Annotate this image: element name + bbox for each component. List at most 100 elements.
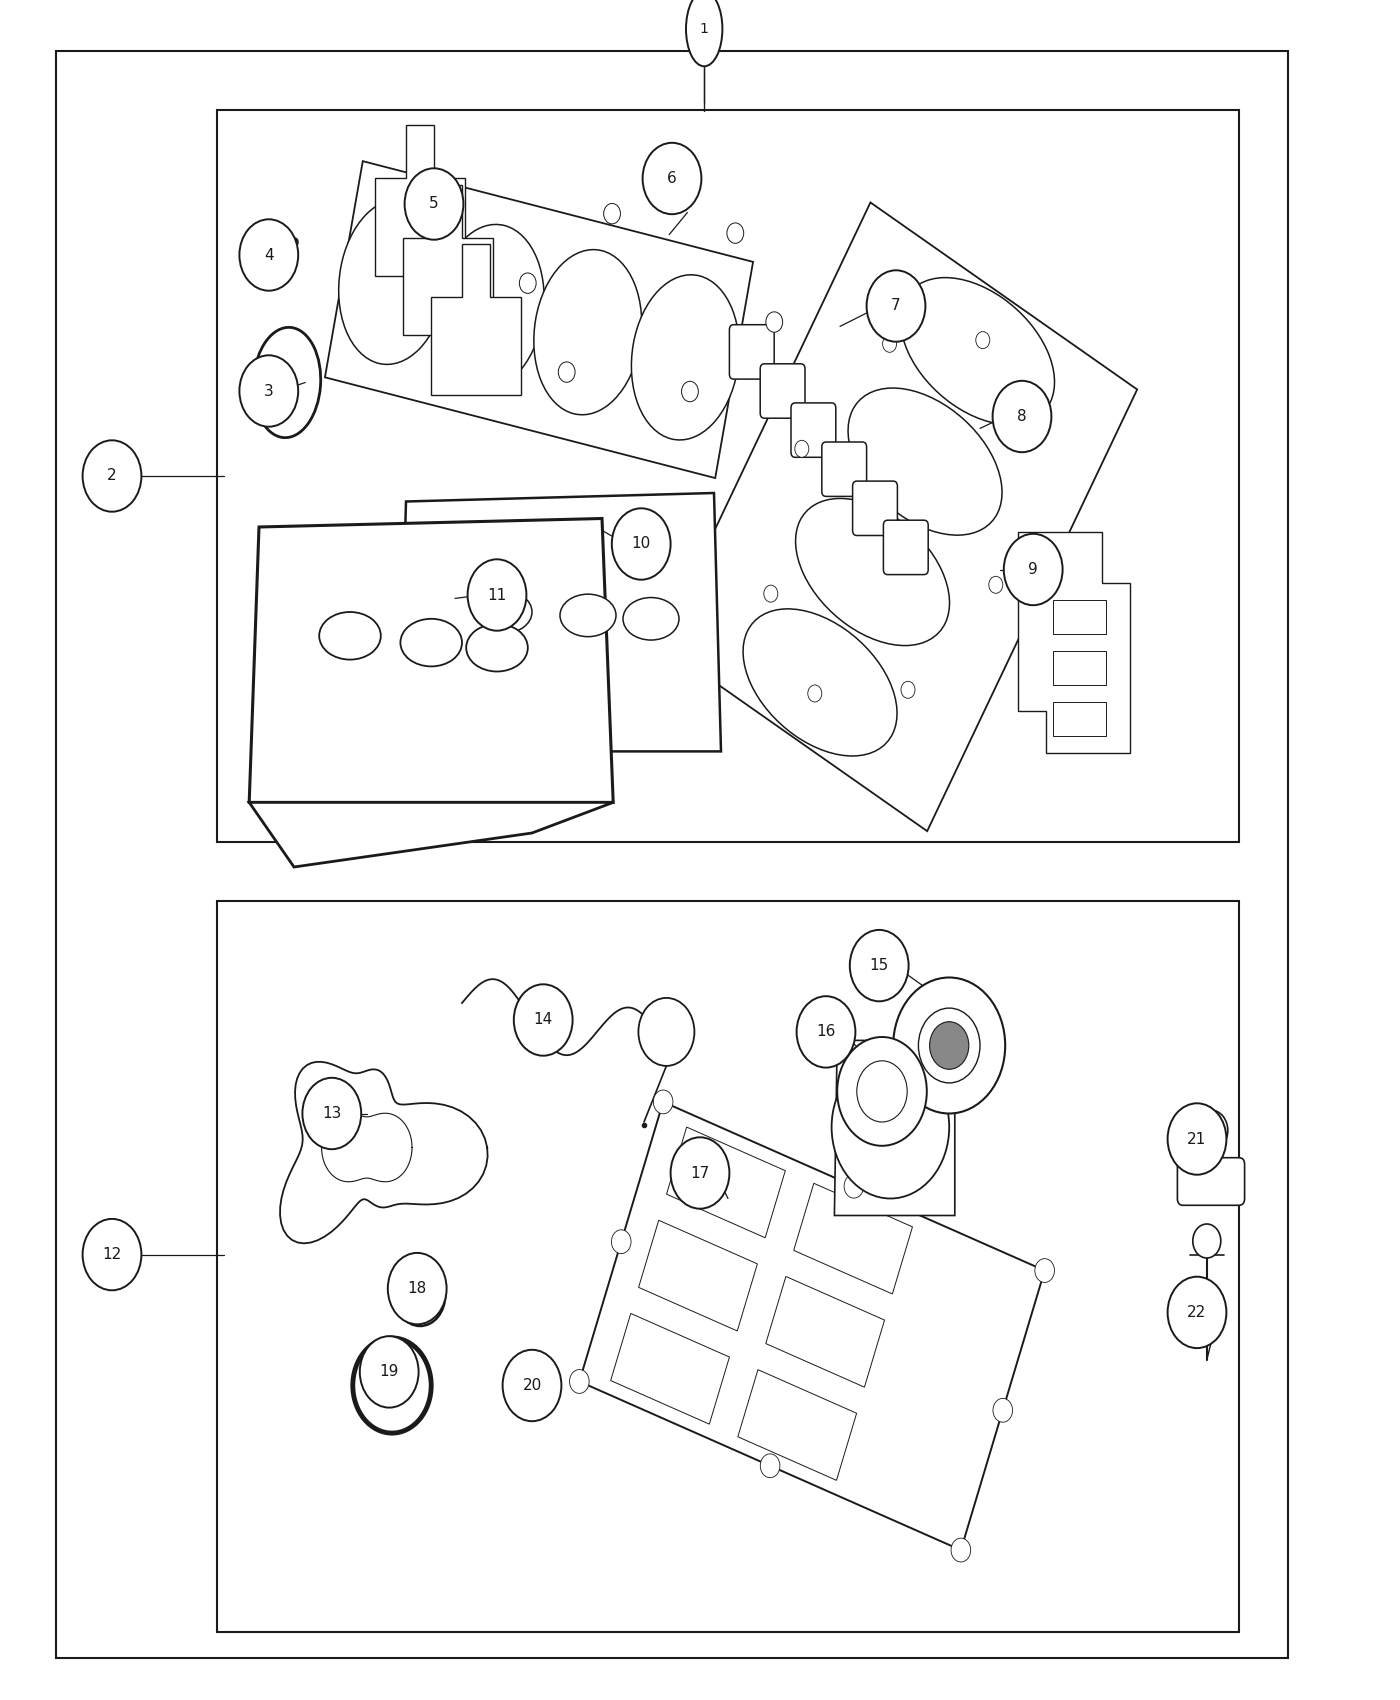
Bar xyxy=(217,901,1239,1632)
Circle shape xyxy=(795,440,809,457)
Polygon shape xyxy=(580,1102,1044,1550)
Polygon shape xyxy=(834,1040,955,1216)
Bar xyxy=(1053,702,1106,736)
Text: 13: 13 xyxy=(322,1107,342,1120)
Polygon shape xyxy=(403,185,493,335)
Circle shape xyxy=(570,1370,589,1394)
Circle shape xyxy=(1004,534,1063,605)
Polygon shape xyxy=(249,802,613,867)
Circle shape xyxy=(850,930,909,1001)
Text: 19: 19 xyxy=(379,1365,399,1379)
Circle shape xyxy=(902,682,916,699)
FancyBboxPatch shape xyxy=(822,442,867,496)
Text: 10: 10 xyxy=(631,537,651,551)
Circle shape xyxy=(638,998,694,1066)
Circle shape xyxy=(857,1061,907,1122)
Polygon shape xyxy=(399,493,721,751)
Circle shape xyxy=(844,1175,864,1198)
Circle shape xyxy=(654,1090,673,1114)
Text: 11: 11 xyxy=(487,588,507,602)
Circle shape xyxy=(353,1338,431,1433)
Ellipse shape xyxy=(560,595,616,638)
Ellipse shape xyxy=(631,275,739,440)
Polygon shape xyxy=(766,1277,885,1387)
Bar xyxy=(1053,600,1106,634)
Ellipse shape xyxy=(437,224,545,389)
Circle shape xyxy=(360,1336,419,1408)
Ellipse shape xyxy=(339,199,447,364)
Text: 4: 4 xyxy=(265,248,273,262)
Ellipse shape xyxy=(533,250,641,415)
FancyBboxPatch shape xyxy=(791,403,836,457)
Circle shape xyxy=(1035,1258,1054,1282)
Polygon shape xyxy=(375,126,465,275)
Circle shape xyxy=(837,1037,927,1146)
Circle shape xyxy=(682,381,699,401)
FancyBboxPatch shape xyxy=(1177,1158,1245,1205)
Circle shape xyxy=(882,335,896,352)
Polygon shape xyxy=(1018,532,1130,753)
Polygon shape xyxy=(638,1221,757,1331)
Circle shape xyxy=(468,559,526,631)
Circle shape xyxy=(1194,1110,1228,1151)
Text: 20: 20 xyxy=(522,1379,542,1392)
Circle shape xyxy=(612,1229,631,1253)
Circle shape xyxy=(893,977,1005,1114)
Bar xyxy=(217,110,1239,842)
Circle shape xyxy=(612,508,671,580)
Circle shape xyxy=(239,219,298,291)
Polygon shape xyxy=(661,202,1137,831)
Circle shape xyxy=(764,585,778,602)
Polygon shape xyxy=(610,1314,729,1425)
Circle shape xyxy=(395,1265,445,1326)
Text: 2: 2 xyxy=(108,469,116,483)
Circle shape xyxy=(766,311,783,332)
Text: 7: 7 xyxy=(892,299,900,313)
Circle shape xyxy=(603,204,620,224)
Circle shape xyxy=(514,984,573,1056)
Circle shape xyxy=(503,1350,561,1421)
Circle shape xyxy=(239,355,298,427)
Circle shape xyxy=(867,270,925,342)
Circle shape xyxy=(83,440,141,512)
Bar xyxy=(56,51,1288,1658)
FancyBboxPatch shape xyxy=(853,481,897,536)
Circle shape xyxy=(406,1278,434,1312)
FancyBboxPatch shape xyxy=(760,364,805,418)
Polygon shape xyxy=(666,1127,785,1238)
Circle shape xyxy=(1019,432,1033,449)
Circle shape xyxy=(808,685,822,702)
Polygon shape xyxy=(794,1183,913,1294)
Text: 12: 12 xyxy=(102,1248,122,1261)
Circle shape xyxy=(1168,1277,1226,1348)
Ellipse shape xyxy=(623,598,679,641)
Text: 15: 15 xyxy=(869,959,889,972)
Ellipse shape xyxy=(848,388,1002,536)
Ellipse shape xyxy=(466,624,528,672)
Text: 1: 1 xyxy=(700,22,708,36)
Polygon shape xyxy=(738,1370,857,1481)
Circle shape xyxy=(760,1454,780,1477)
Circle shape xyxy=(375,1365,409,1406)
Text: 8: 8 xyxy=(1018,410,1026,423)
Circle shape xyxy=(388,1253,447,1324)
Circle shape xyxy=(993,381,1051,452)
Circle shape xyxy=(405,168,463,240)
Ellipse shape xyxy=(900,277,1054,425)
Text: 5: 5 xyxy=(430,197,438,211)
Ellipse shape xyxy=(686,0,722,66)
Text: 17: 17 xyxy=(690,1166,710,1180)
Text: 3: 3 xyxy=(265,384,273,398)
Circle shape xyxy=(643,143,701,214)
Circle shape xyxy=(1193,1224,1221,1258)
Text: 14: 14 xyxy=(533,1013,553,1027)
Polygon shape xyxy=(431,245,521,394)
FancyBboxPatch shape xyxy=(883,520,928,575)
Circle shape xyxy=(930,1022,969,1069)
Circle shape xyxy=(1168,1103,1226,1175)
Circle shape xyxy=(559,362,575,382)
Text: 18: 18 xyxy=(407,1282,427,1295)
Bar xyxy=(1053,651,1106,685)
Text: 21: 21 xyxy=(1187,1132,1207,1146)
Circle shape xyxy=(988,576,1002,593)
